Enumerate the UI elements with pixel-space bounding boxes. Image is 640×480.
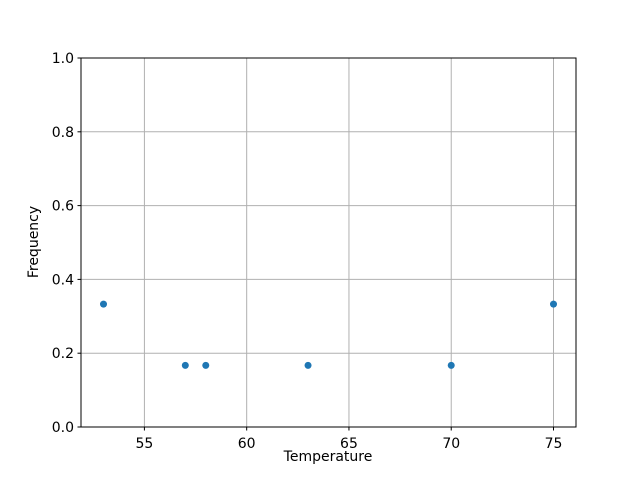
data-point: [181, 361, 189, 369]
x-tick-label: 55: [135, 436, 153, 452]
data-point: [202, 361, 210, 369]
x-axis-label: Temperature: [283, 449, 373, 465]
y-axis-label: Frequency: [26, 205, 42, 279]
y-tick-label: 0.8: [52, 125, 74, 141]
x-tick-label: 75: [545, 436, 563, 452]
y-tick-label: 0.6: [52, 199, 74, 215]
data-point: [304, 361, 312, 369]
y-tick-label: 0.4: [52, 272, 74, 288]
data-point: [550, 300, 557, 308]
x-tick-label: 70: [442, 436, 460, 452]
y-tick-label: 0.0: [52, 420, 74, 436]
x-tick-label: 60: [238, 436, 256, 452]
x-tick-label: 65: [340, 436, 358, 452]
plot-border: [80, 57, 577, 428]
y-tick-label: 0.2: [52, 346, 74, 362]
data-point: [100, 300, 107, 308]
data-point: [447, 361, 455, 369]
y-tick-label: 1.0: [52, 51, 74, 67]
